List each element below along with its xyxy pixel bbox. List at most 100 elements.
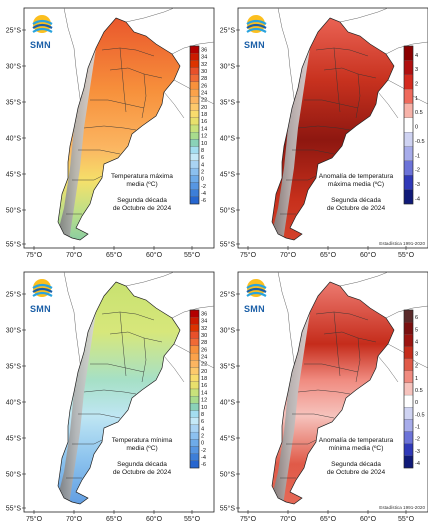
legend-swatch: [403, 382, 414, 396]
legend-swatch: [189, 446, 200, 454]
legend-label: 4: [201, 426, 204, 432]
longitude-label: 60°O: [146, 515, 163, 523]
latitude-label: 25°S: [220, 27, 236, 35]
legend-swatch: [403, 189, 414, 205]
legend-label: -0.5: [415, 412, 425, 418]
latitude-label: 55°S: [6, 505, 22, 513]
province-borders: [66, 47, 163, 215]
legend-swatch: [403, 175, 414, 190]
legend-label: 32: [201, 62, 207, 68]
legend-label: 6: [201, 419, 204, 425]
legend-swatch: [189, 324, 200, 332]
legend-label: 8: [201, 148, 204, 154]
smn-logo: SMN: [30, 279, 53, 314]
latitude-label: 45°S: [220, 171, 236, 179]
legend-swatch: [403, 358, 414, 371]
longitude-label: 75°O: [240, 515, 257, 523]
country-borders: [277, 7, 428, 119]
legend-label: -3: [415, 182, 420, 188]
map-panel-4: 25°S 30°S 35°S 40°S 45°S 50°S 55°S 75°O 70°O 65°O…: [220, 271, 428, 523]
map-subtitle: Segunda década: [331, 461, 381, 468]
legend-swatch: [189, 146, 200, 154]
legend-swatch: [403, 74, 414, 90]
longitude-label: 60°O: [360, 515, 377, 523]
legend-swatch: [189, 117, 200, 126]
legend-swatch: [189, 153, 200, 162]
brand-name: SMN: [30, 304, 51, 314]
legend-swatch: [189, 74, 200, 83]
legend-swatch: [189, 345, 200, 354]
legend-label: -2: [415, 168, 420, 174]
legend-swatch: [189, 403, 200, 411]
legend-swatch: [189, 410, 200, 418]
legend-swatch: [189, 388, 200, 397]
map-title: Anomalía de temperatura: [319, 437, 394, 444]
legend-swatch: [403, 455, 414, 469]
legend-swatch: [189, 53, 200, 61]
legend-swatch: [189, 96, 200, 104]
legend-swatch: [189, 110, 200, 118]
latitude-label: 25°S: [6, 27, 22, 35]
latitude-label: 40°S: [6, 399, 22, 407]
longitude-label: 55°O: [398, 251, 415, 259]
legend-label: 36: [201, 311, 207, 317]
legend-label: 34: [201, 319, 207, 325]
map-panel-2: 25°S 30°S 35°S 40°S 45°S 50°S 55°S 75°O 70°O 65°O…: [220, 7, 428, 259]
legend-label: 5: [415, 327, 418, 333]
map-title: media (ºC): [126, 445, 157, 452]
latitude-label: 50°S: [6, 207, 22, 215]
latitude-label: 35°S: [6, 363, 22, 371]
legend-swatch: [403, 370, 414, 384]
legend-label: 1: [415, 376, 418, 382]
map-subtitle: Segunda década: [117, 197, 167, 204]
legend-swatch: [189, 360, 200, 368]
latitude-label: 45°S: [220, 435, 236, 443]
longitude-label: 55°O: [398, 515, 415, 523]
legend-swatch: [189, 309, 200, 318]
legend-label: 12: [201, 134, 207, 140]
legend-swatch: [189, 431, 200, 440]
province-borders: [66, 311, 163, 479]
legend-swatch: [403, 60, 414, 75]
legend-label: 4: [201, 162, 204, 168]
legend-label: -6: [201, 462, 206, 468]
legend-label: 8: [201, 412, 204, 418]
legend-swatch: [189, 352, 200, 361]
legend-label: 0: [415, 400, 418, 406]
longitude-label: 75°O: [26, 251, 43, 259]
latitude-label: 55°S: [220, 505, 236, 513]
legend-swatch: [189, 88, 200, 97]
legend-swatch: [189, 196, 200, 205]
legend-label: -4: [201, 191, 206, 197]
legend-label: 0.5: [415, 110, 423, 116]
legend-swatch: [403, 146, 414, 162]
legend-swatch: [189, 381, 200, 390]
smn-logo: SMN: [30, 15, 53, 50]
legend-swatch: [403, 334, 414, 347]
legend-label: 12: [201, 398, 207, 404]
legend-label: 28: [201, 76, 207, 82]
latitude-label: 25°S: [6, 291, 22, 299]
latitude-label: 35°S: [220, 363, 236, 371]
province-borders: [280, 311, 377, 479]
longitude-label: 70°O: [280, 251, 297, 259]
legend-label: 14: [201, 126, 207, 132]
legend-swatch: [189, 103, 200, 111]
legend-swatch: [403, 407, 414, 420]
map-subtitle: de Octubre de 2024: [113, 205, 172, 212]
legend-label: 2: [201, 433, 204, 439]
map-title: Temperatura máxima: [111, 173, 173, 180]
latitude-label: 50°S: [220, 471, 236, 479]
legend-label: 6: [415, 315, 418, 321]
legend-label: 32: [201, 326, 207, 332]
latitude-label: 30°S: [6, 327, 22, 335]
longitude-label: 70°O: [66, 251, 83, 259]
country-outline: [57, 281, 181, 505]
legend-swatch: [189, 331, 200, 339]
legend-label: 30: [201, 333, 207, 339]
map-panel-3: 25°S 30°S 35°S 40°S 45°S 50°S 55°S 75°O 70°O 65°O…: [6, 271, 215, 523]
map-title: Anomalía de temperatura: [319, 173, 394, 180]
